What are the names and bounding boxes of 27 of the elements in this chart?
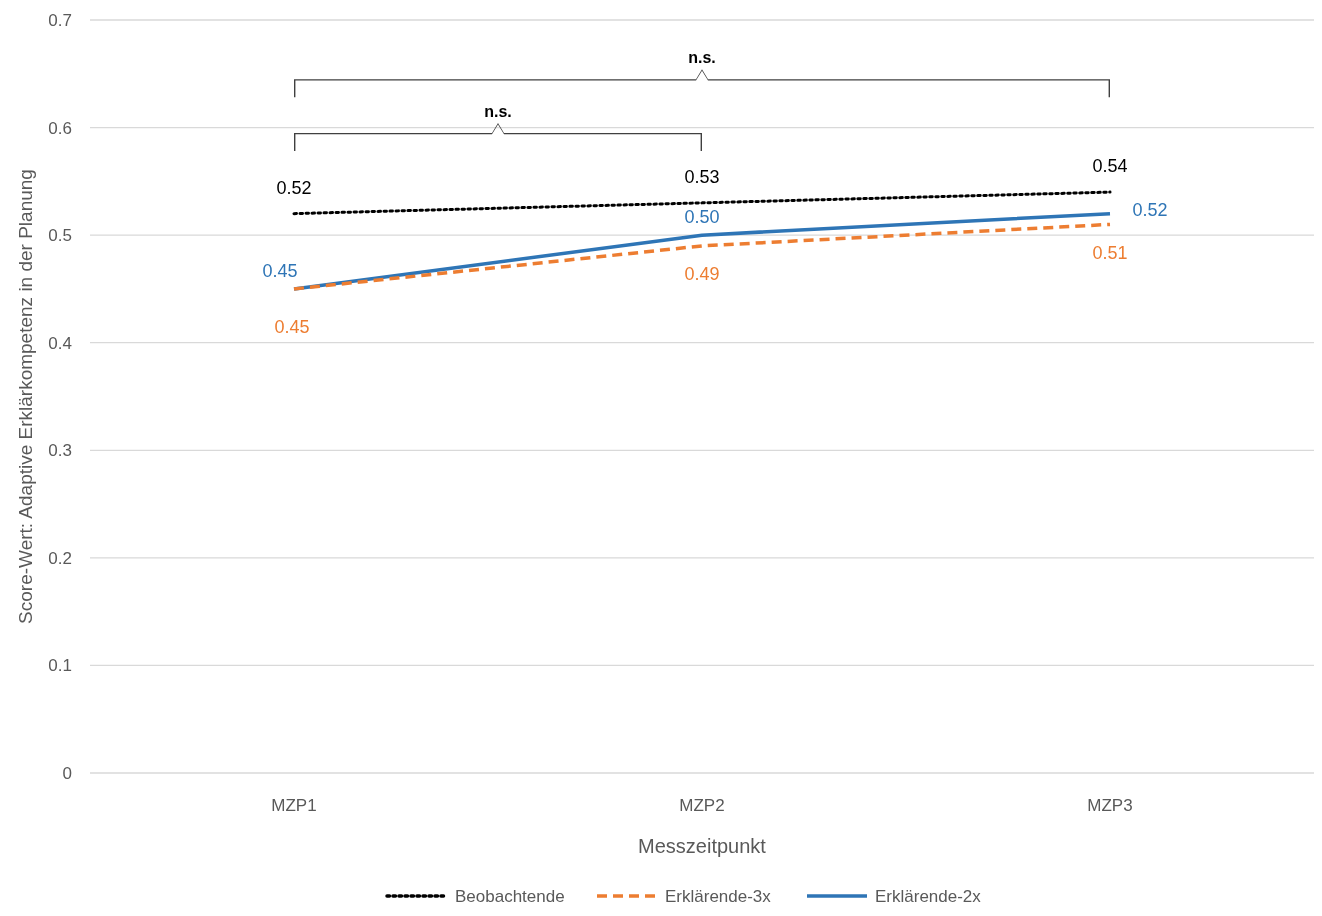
y-tick-label: 0.2 [48, 548, 72, 568]
y-tick-label: 0 [62, 763, 72, 783]
data-label: 0.54 [1092, 156, 1128, 177]
x-tick-label: MZP1 [271, 796, 317, 815]
y-tick-label: 0.4 [48, 333, 72, 353]
legend-label: Erklärende-2x [875, 886, 982, 906]
y-tick-label: 0.3 [48, 441, 72, 461]
data-label: 0.52 [1132, 199, 1168, 220]
y-axis-title: Score-Wert: Adaptive Erklärkompetenz in der Planung [15, 169, 36, 624]
data-label: 0.53 [684, 167, 720, 188]
x-tick-label: MZP3 [1087, 796, 1133, 815]
y-tick-label: 0.5 [48, 226, 72, 246]
data-label: 0.49 [684, 264, 720, 285]
data-label: 0.45 [262, 261, 298, 282]
legend-label: Erklärende-3x [665, 886, 772, 906]
data-label: 0.51 [1092, 242, 1128, 263]
data-label: 0.45 [274, 317, 310, 338]
x-tick-label: MZP2 [679, 796, 725, 815]
annotation: n.s. [484, 102, 512, 120]
x-axis-title: Messzeitpunkt [638, 835, 767, 857]
data-label: 0.52 [276, 177, 312, 198]
y-tick-label: 0.1 [48, 656, 72, 676]
legend-label: Beobachtende [455, 886, 565, 906]
y-tick-label: 0.7 [48, 10, 72, 30]
annotation: n.s. [688, 49, 716, 67]
data-label: 0.50 [684, 207, 720, 228]
y-tick-label: 0.6 [48, 118, 72, 138]
